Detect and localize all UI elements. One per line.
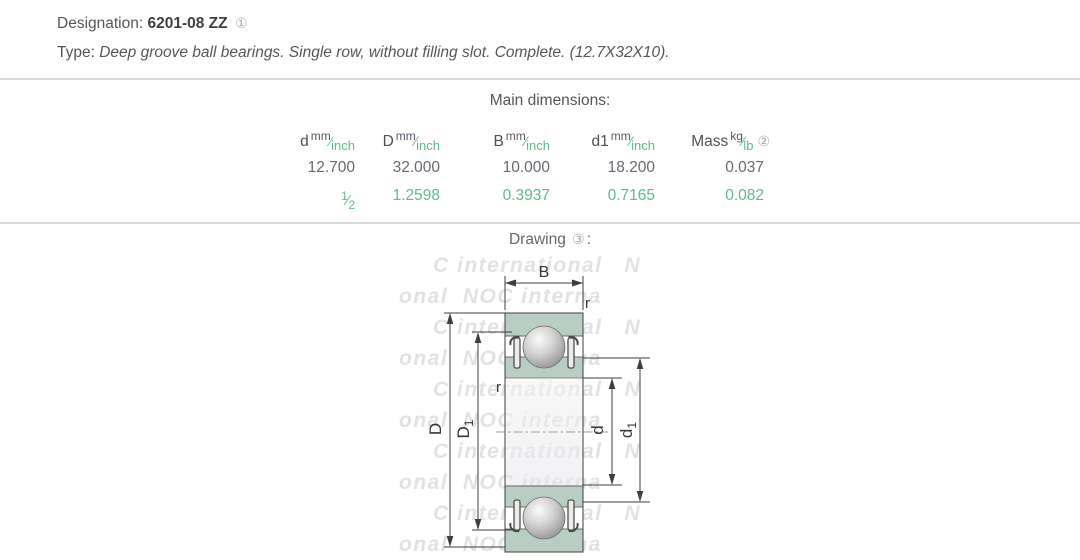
value-mass-lb: 0.082	[725, 187, 764, 204]
designation-label: Designation:	[57, 15, 144, 32]
label-D: D	[426, 423, 445, 435]
value-mass-kg: 0.037	[725, 159, 764, 176]
designation-value: 6201-08 ZZ	[147, 15, 228, 32]
divider-top	[0, 78, 1080, 80]
shield-bottom-left	[513, 499, 521, 531]
label-d1: d1	[617, 422, 639, 438]
ball-top	[522, 325, 566, 369]
label-B: B	[539, 264, 550, 281]
value-d-mm: 12.700	[307, 159, 355, 176]
note-1-icon[interactable]: ①	[234, 15, 248, 31]
value-D-inch: 1.2598	[392, 187, 440, 204]
col-header-d1: d1 mm⁄inch	[591, 129, 655, 153]
value-d-inch: 1⁄2	[341, 189, 355, 212]
label-d: d	[588, 425, 607, 434]
main-dimensions-title: Main dimensions:	[489, 92, 611, 109]
shield-bottom-right	[567, 499, 575, 531]
bearing-drawing: B r r D D1 d	[426, 264, 650, 553]
value-B-mm: 10.000	[502, 159, 550, 176]
table-row-inch: 1⁄2 1.2598 0.3937 0.7165 0.082	[245, 182, 770, 212]
shield-top-right	[567, 337, 575, 369]
table-row-mm: 12.700 32.000 10.000 18.200 0.037	[245, 154, 770, 182]
col-header-mass: Mass kg⁄lb ②	[691, 129, 770, 153]
dimension-B	[504, 276, 584, 310]
type-label: Type:	[57, 44, 95, 61]
value-d1-mm: 18.200	[607, 159, 655, 176]
dimension-D	[444, 312, 505, 548]
dimension-d	[583, 377, 622, 486]
type-value: Deep groove ball bearings. Single row, w…	[99, 44, 670, 61]
dimension-d1	[583, 357, 650, 503]
bearing-body	[496, 312, 608, 553]
designation-line: Designation: 6201-08 ZZ ①	[57, 15, 248, 33]
type-line: Type: Deep groove ball bearings. Single …	[57, 44, 670, 62]
shield-top-left	[513, 337, 521, 369]
value-D-mm: 32.000	[392, 159, 440, 176]
ball-bottom	[522, 496, 566, 540]
divider-table-bottom	[0, 222, 1080, 224]
note-2-icon[interactable]: ②	[757, 133, 770, 149]
label-r-inner: r	[496, 379, 501, 396]
col-header-d: d mm⁄inch	[300, 129, 355, 153]
label-r-top: r	[585, 295, 590, 312]
value-B-inch: 0.3937	[502, 187, 550, 204]
drawing-title: Drawing ③:	[508, 231, 592, 248]
dimension-D1	[472, 331, 512, 531]
value-d1-inch: 0.7165	[607, 187, 655, 204]
label-D1: D1	[454, 419, 476, 438]
note-3-icon[interactable]: ③	[572, 231, 585, 247]
